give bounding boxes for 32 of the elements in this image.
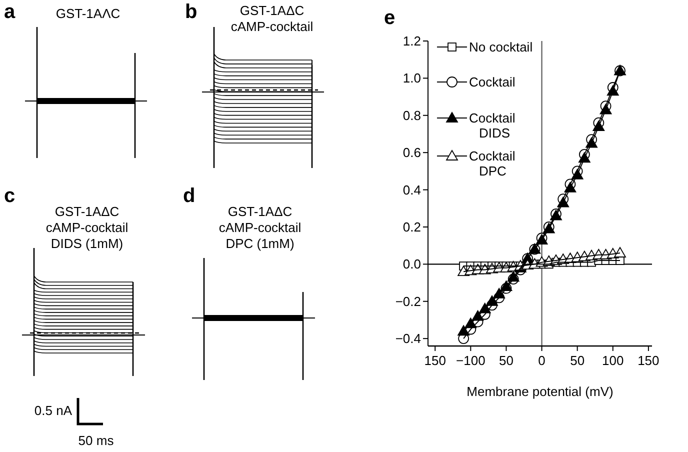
- legend-label: Cocktail DPC: [469, 148, 516, 179]
- text: d: [183, 185, 196, 207]
- y-tick-label: 1.0: [402, 70, 421, 86]
- legend-label: No cocktail: [469, 40, 533, 55]
- text: GST-1AΔC cAMP-cocktail DPC (1mM): [218, 204, 302, 251]
- text: c: [4, 185, 16, 207]
- x-tick-label: 0: [538, 353, 546, 368]
- y-tick-label: 0.8: [402, 108, 421, 123]
- text: 50 ms: [78, 433, 114, 448]
- legend-label: Cocktail DIDS: [469, 110, 516, 141]
- chart-title: e: [384, 7, 396, 29]
- x-tick-label: 50: [498, 353, 514, 368]
- text: a: [4, 1, 16, 23]
- x-tick-label: 150: [424, 353, 446, 368]
- x-tick-label: 150: [638, 353, 660, 368]
- y-tick-label: −0.4: [395, 331, 421, 346]
- y-tick-label: 1.2: [402, 34, 421, 49]
- legend-label: Cocktail: [469, 74, 516, 90]
- x-tick-label: 100: [602, 353, 624, 368]
- x-axis-title: Membrane potential (mV): [466, 384, 614, 399]
- y-tick-label: −0.2: [395, 294, 421, 309]
- text: GST-1AΔC cAMP-cocktail DIDS (1mM): [46, 204, 128, 251]
- text: GST-1AΔC cAMP-cocktail: [230, 3, 314, 34]
- text: b: [185, 1, 198, 23]
- text: GST-1AΛC: [56, 6, 120, 21]
- y-tick-label: 0.2: [402, 220, 421, 235]
- text: 0.5 nA: [34, 403, 72, 418]
- y-tick-label: 0.6: [402, 145, 421, 160]
- x-tick-label: 50: [570, 353, 585, 368]
- y-tick-label: 0.0: [402, 256, 421, 272]
- y-tick-label: 0.4: [402, 182, 421, 198]
- x-tick-label: −100: [456, 353, 486, 368]
